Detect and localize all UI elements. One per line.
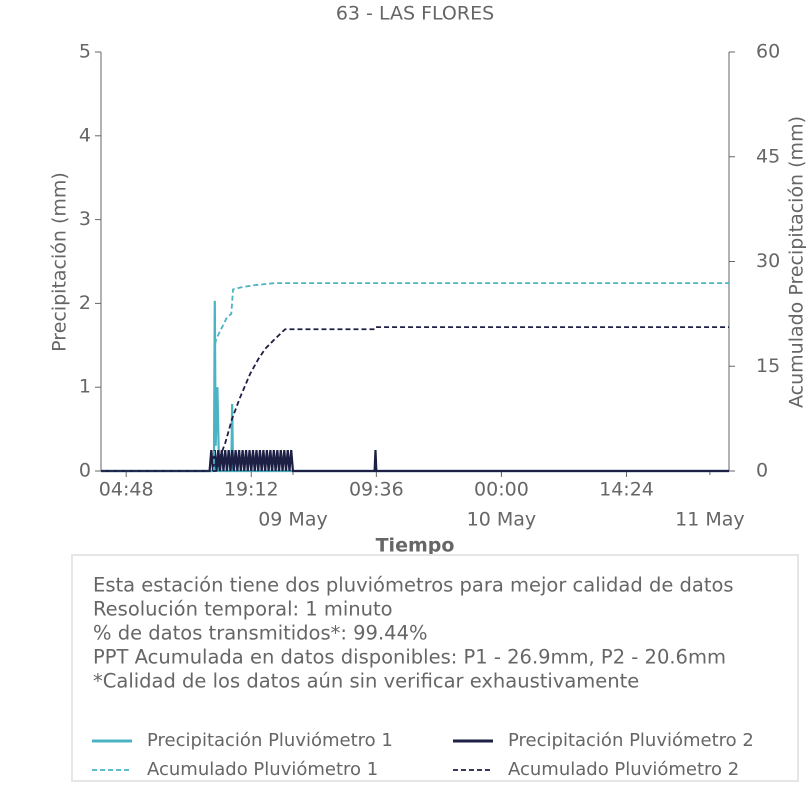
precipitation-line <box>101 300 729 473</box>
x-tick-label: 14:24 <box>599 479 654 501</box>
info-note: *Calidad de los datos aún sin verificar … <box>93 670 639 693</box>
y-tick-label: 4 <box>79 124 91 146</box>
y-tick-label: 1 <box>79 376 91 398</box>
y2-tick-label: 15 <box>756 355 780 377</box>
info-note: PPT Acumulada en datos disponibles: P1 -… <box>93 646 726 669</box>
y2-tick-label: 45 <box>756 145 780 167</box>
x-date-label: 10 May <box>467 509 537 531</box>
info-box <box>71 554 799 782</box>
x-axis-label: Tiempo <box>376 535 455 557</box>
y-tick-label: 3 <box>79 208 91 230</box>
cumulative-line <box>101 282 729 472</box>
chart-title: 63 - LAS FLORES <box>336 3 494 25</box>
y-tick-label: 0 <box>79 460 91 482</box>
info-note: Esta estación tiene dos pluviómetros par… <box>93 574 734 597</box>
legend-label: Acumulado Pluviómetro 2 <box>508 759 739 780</box>
legend-label: Precipitación Pluviómetro 2 <box>508 730 754 751</box>
x-tick-label: 04:48 <box>99 479 154 501</box>
precipitation-line <box>101 449 729 473</box>
x-date-label: 11 May <box>675 509 745 531</box>
y-axis-label: Precipitación (mm) <box>49 172 71 352</box>
y2-tick-label: 0 <box>756 460 768 482</box>
x-tick-label: 19:12 <box>224 479 279 501</box>
info-note: Resolución temporal: 1 minuto <box>93 598 393 621</box>
y2-tick-label: 30 <box>756 250 780 272</box>
info-note: % de datos transmitidos*: 99.44% <box>93 622 428 645</box>
legend-label: Precipitación Pluviómetro 1 <box>147 730 393 751</box>
y2-axis-label: Acumulado Precipitación (mm) <box>786 116 806 408</box>
x-tick-label: 00:00 <box>474 479 529 501</box>
legend-label: Acumulado Pluviómetro 1 <box>147 759 378 780</box>
x-tick-label: 09:36 <box>349 479 404 501</box>
cumulative-line <box>101 326 729 472</box>
y2-tick-label: 60 <box>756 41 780 63</box>
x-date-label: 09 May <box>258 509 328 531</box>
y-tick-label: 5 <box>79 41 91 63</box>
y-tick-label: 2 <box>79 292 91 314</box>
